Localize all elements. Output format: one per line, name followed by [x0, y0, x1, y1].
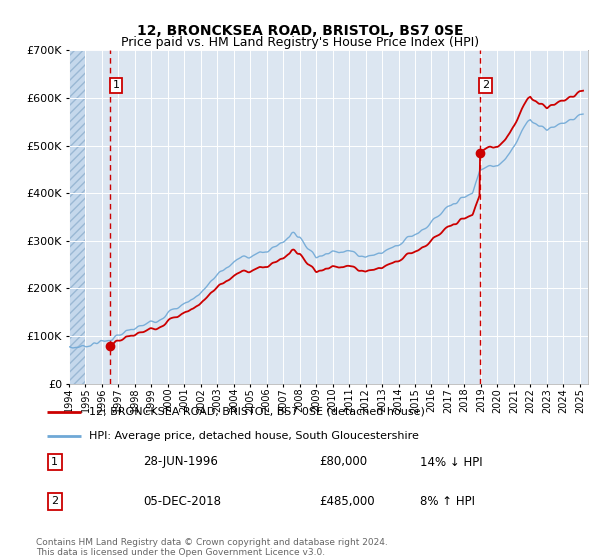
Text: 14% ↓ HPI: 14% ↓ HPI	[421, 455, 483, 469]
Text: 12, BRONCKSEA ROAD, BRISTOL, BS7 0SE: 12, BRONCKSEA ROAD, BRISTOL, BS7 0SE	[137, 24, 463, 38]
Text: £485,000: £485,000	[319, 494, 374, 508]
Text: Price paid vs. HM Land Registry's House Price Index (HPI): Price paid vs. HM Land Registry's House …	[121, 36, 479, 49]
Text: 2: 2	[51, 496, 58, 506]
Text: 8% ↑ HPI: 8% ↑ HPI	[421, 494, 475, 508]
Text: 2: 2	[482, 81, 489, 90]
Bar	[69, 50, 85, 384]
Text: 1: 1	[112, 81, 119, 90]
Bar	[69, 50, 85, 384]
Text: Contains HM Land Registry data © Crown copyright and database right 2024.
This d: Contains HM Land Registry data © Crown c…	[36, 538, 388, 557]
Text: 1: 1	[51, 457, 58, 467]
Text: £80,000: £80,000	[319, 455, 367, 469]
Text: 12, BRONCKSEA ROAD, BRISTOL, BS7 0SE (detached house): 12, BRONCKSEA ROAD, BRISTOL, BS7 0SE (de…	[89, 407, 425, 417]
Text: 28-JUN-1996: 28-JUN-1996	[143, 455, 218, 469]
Text: HPI: Average price, detached house, South Gloucestershire: HPI: Average price, detached house, Sout…	[89, 431, 419, 441]
Text: 05-DEC-2018: 05-DEC-2018	[143, 494, 221, 508]
